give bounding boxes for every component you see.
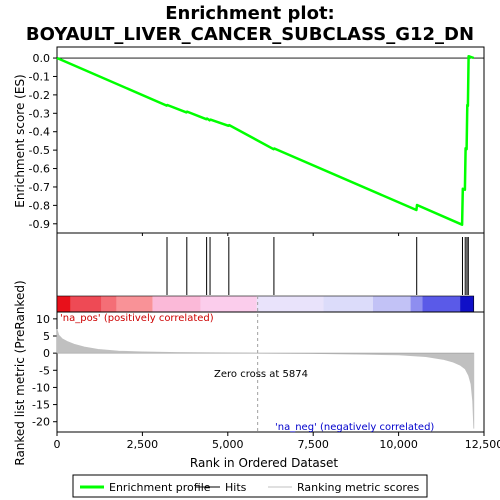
negative-correlation-label: 'na_neg' (negatively correlated) bbox=[275, 422, 434, 433]
ranked-y-tick-label: -5 bbox=[39, 364, 50, 377]
ranked-y-tick-label: -15 bbox=[32, 399, 50, 412]
es-y-tick-label: 0.0 bbox=[33, 52, 51, 65]
colorbar-segment bbox=[200, 296, 257, 312]
ranked-y-tick-label: 10 bbox=[36, 313, 50, 326]
es-y-tick-label: -0.1 bbox=[29, 70, 50, 83]
colorbar-segment bbox=[70, 296, 102, 312]
legend-label: Enrichment profile bbox=[109, 481, 211, 494]
ranked-y-tick-label: -20 bbox=[32, 416, 50, 429]
es-y-tick-label: -0.6 bbox=[29, 163, 50, 176]
es-y-tick-label: -0.5 bbox=[29, 144, 50, 157]
es-y-tick-label: -0.2 bbox=[29, 89, 50, 102]
zero-cross-label: Zero cross at 5874 bbox=[214, 369, 308, 380]
enrichment-profile-line bbox=[56, 54, 475, 226]
colorbar-segment bbox=[116, 296, 153, 312]
colorbar-segment bbox=[372, 296, 411, 312]
positive-correlation-label: 'na_pos' (positively correlated) bbox=[60, 313, 214, 324]
x-axis-label: Rank in Ordered Dataset bbox=[190, 456, 338, 470]
legend-label: Ranking metric scores bbox=[297, 481, 419, 494]
es-y-tick-label: -0.4 bbox=[29, 126, 50, 139]
x-tick-label: 7,500 bbox=[297, 438, 329, 451]
legend-box bbox=[72, 474, 428, 498]
es-y-tick-label: -0.3 bbox=[29, 107, 50, 120]
colorbar-segment bbox=[256, 296, 324, 312]
chart-title-line1: Enrichment plot: bbox=[165, 3, 335, 24]
colorbar-segment bbox=[460, 296, 474, 312]
es-y-axis-label: Enrichment score (ES) bbox=[13, 74, 27, 207]
ranking-metric-area bbox=[56, 328, 475, 429]
x-tick-label: 0 bbox=[54, 438, 61, 451]
x-tick-label: 12,500 bbox=[465, 438, 500, 451]
colorbar-segment bbox=[422, 296, 461, 312]
colorbar-segment bbox=[57, 296, 71, 312]
x-tick-label: 5,000 bbox=[212, 438, 244, 451]
ranked-y-tick-label: 0 bbox=[43, 347, 50, 360]
chart-title-line2: BOYAULT_LIVER_CANCER_SUBCLASS_G12_DN bbox=[26, 24, 474, 45]
es-y-tick-label: -0.7 bbox=[29, 181, 50, 194]
x-axis: 0 2,500 5,000 7,500 10,000 12,500 bbox=[54, 432, 500, 451]
es-panel: 0.0 -0.1 -0.2 -0.3 -0.4 -0.5 -0.6 -0.7 -0.8 -0.9 bbox=[29, 46, 485, 236]
ranked-plot-frame bbox=[56, 311, 485, 433]
x-tick-label: 2,500 bbox=[127, 438, 159, 451]
legend: Enrichment profile Hits Ranking metric sco… bbox=[72, 474, 428, 498]
x-tick-label: 10,000 bbox=[379, 438, 418, 451]
colorbar-segment bbox=[101, 296, 117, 312]
colorbar-segment bbox=[410, 296, 423, 312]
ranked-y-axis-label: Ranked list metric (PreRanked) bbox=[13, 280, 27, 465]
legend-label: Hits bbox=[225, 481, 247, 494]
hits-panel bbox=[56, 232, 485, 313]
es-y-tick-label: -0.8 bbox=[29, 199, 50, 212]
colorbar-segment bbox=[323, 296, 373, 312]
ranked-y-tick-label: 5 bbox=[43, 330, 50, 343]
ranked-metric-panel: 10 5 0 -5 -10 -15 -20 bbox=[32, 296, 485, 433]
colorbar-segment bbox=[152, 296, 201, 312]
ranked-y-tick-label: -10 bbox=[32, 381, 50, 394]
es-y-tick-label: -0.9 bbox=[29, 218, 50, 231]
